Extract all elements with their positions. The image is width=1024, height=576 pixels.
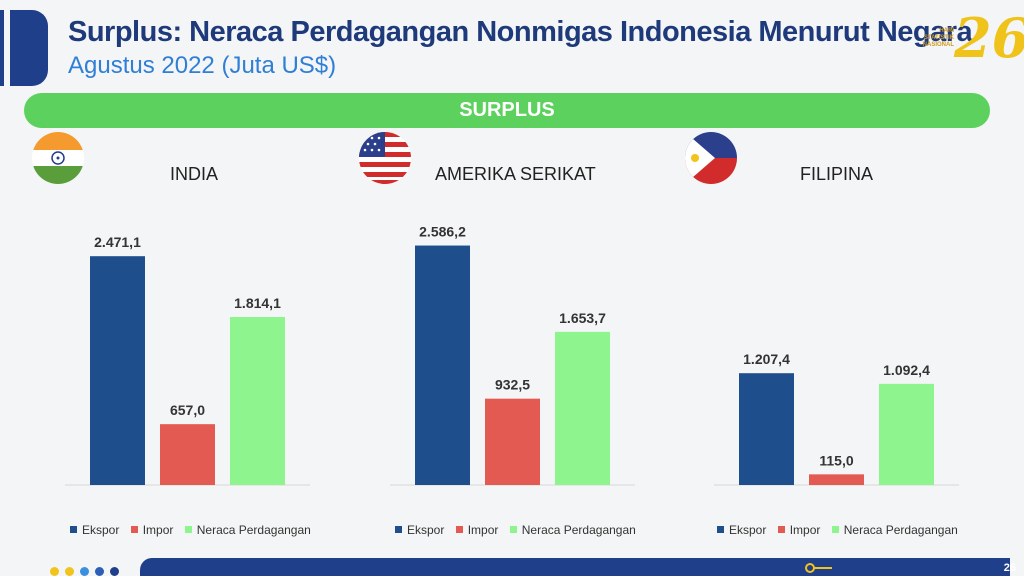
chart-legend: Ekspor Impor Neraca Perdagangan <box>70 523 319 537</box>
legend-item-neraca: Neraca Perdagangan <box>831 523 958 537</box>
legend-item-neraca: Neraca Perdagangan <box>509 523 636 537</box>
usa-chart-panel: AMERIKA SERIKAT 2.586,2 932,5 1.653,7 Eksp… <box>355 130 655 550</box>
chart-title: INDIA <box>170 164 219 184</box>
data-label: 1.814,1 <box>234 295 281 311</box>
page-title: Surplus: Neraca Perdagangan Nonmigas Ind… <box>68 16 973 48</box>
data-label: 2.471,1 <box>94 234 141 250</box>
data-label: 1.092,4 <box>883 362 930 378</box>
india-flag-icon <box>32 132 84 184</box>
legend-item-impor: Impor <box>455 523 498 537</box>
data-label: 2.586,2 <box>419 224 466 240</box>
header-decoration <box>0 10 52 86</box>
india-chart-panel: INDIA 2.471,1 657,0 1.814,1 Ekspor Impor N… <box>30 130 330 550</box>
data-label: 1.207,4 <box>743 351 790 367</box>
progress-dots <box>50 563 125 576</box>
logo-number: 26 <box>954 6 1024 70</box>
bar-ekspor <box>415 245 470 485</box>
logo-text-line: HARI <box>939 28 954 34</box>
data-label: 115,0 <box>819 452 853 468</box>
data-label: 1.653,7 <box>559 310 606 326</box>
legend-item-ekspor: Ekspor <box>717 523 766 537</box>
chart-legend: Ekspor Impor Neraca Perdagangan <box>395 523 644 537</box>
chart-legend: Ekspor Impor Neraca Perdagangan <box>717 523 966 537</box>
footer-bar <box>140 558 1010 576</box>
bar-neraca <box>555 331 610 485</box>
page-subtitle: Agustus 2022 (Juta US$) <box>68 52 337 79</box>
legend-item-impor: Impor <box>777 523 820 537</box>
bar-neraca <box>230 317 285 485</box>
philippines-bar-chart: 1.207,4 115,0 1.092,4 <box>714 351 959 486</box>
bar-ekspor <box>739 373 794 485</box>
chart-title: AMERIKA SERIKAT <box>435 164 596 184</box>
surplus-banner: SURPLUS <box>24 93 990 128</box>
usa-bar-chart: 2.586,2 932,5 1.653,7 <box>390 224 635 486</box>
logo-text-line: STATISTIK <box>923 35 954 41</box>
legend-item-ekspor: Ekspor <box>70 523 119 537</box>
chart-title: FILIPINA <box>800 164 874 184</box>
india-bar-chart: 2.471,1 657,0 1.814,1 <box>65 234 310 486</box>
data-label: 657,0 <box>170 402 205 418</box>
page-number: 26 <box>1003 562 1016 574</box>
bar-neraca <box>879 383 934 485</box>
legend-item-ekspor: Ekspor <box>395 523 444 537</box>
philippines-chart-panel: FILIPINA 1.207,4 115,0 1.092,4 Ekspor Impo… <box>679 130 979 550</box>
bar-impor <box>160 424 215 485</box>
legend-item-neraca: Neraca Perdagangan <box>184 523 311 537</box>
bar-impor <box>809 474 864 485</box>
logo-text-line: NASIONAL <box>922 42 954 48</box>
legend-item-impor: Impor <box>130 523 173 537</box>
hsn-logo: HARI STATISTIK NASIONAL 26 <box>914 6 1024 72</box>
data-label: 932,5 <box>495 377 530 393</box>
bar-ekspor <box>90 256 145 485</box>
bar-impor <box>485 398 540 485</box>
usa-flag-icon <box>359 132 411 184</box>
circuit-icon <box>805 563 832 573</box>
